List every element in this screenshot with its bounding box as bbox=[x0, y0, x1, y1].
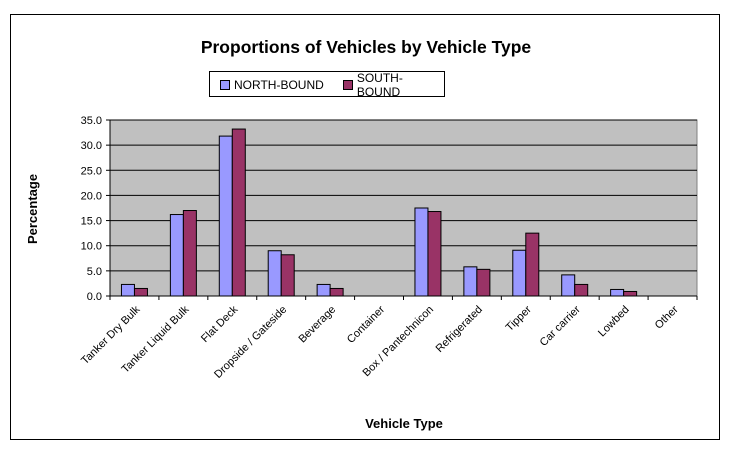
bar-south bbox=[427, 211, 442, 297]
x-tick-label: Flat Deck bbox=[199, 303, 241, 345]
bar-south bbox=[133, 287, 148, 297]
x-tick-label: Other bbox=[653, 303, 681, 331]
bar-south bbox=[280, 254, 295, 297]
bar-south bbox=[329, 287, 344, 297]
legend: NORTH-BOUND SOUTH-BOUND bbox=[209, 71, 445, 99]
bar-north bbox=[267, 250, 282, 297]
y-tick-label: 15.0 bbox=[81, 216, 102, 228]
legend-label-south: SOUTH-BOUND bbox=[356, 71, 403, 99]
bar-south bbox=[476, 268, 491, 297]
x-tick-label: Refrigerated bbox=[434, 304, 485, 355]
y-tick-label: 35.0 bbox=[81, 115, 102, 127]
y-tick-label: 0.0 bbox=[87, 291, 102, 303]
y-axis-title: Percentage bbox=[25, 174, 40, 244]
bar-north bbox=[463, 266, 478, 297]
y-tick-label: 5.0 bbox=[87, 266, 102, 278]
bar-south bbox=[231, 128, 246, 297]
bar-south bbox=[182, 210, 197, 297]
y-tick-label: 25.0 bbox=[81, 165, 102, 177]
bar-north bbox=[218, 135, 233, 297]
bar-north bbox=[561, 274, 576, 297]
y-tick-label: 10.0 bbox=[81, 241, 102, 253]
bar-north bbox=[610, 288, 625, 297]
bar-north bbox=[169, 214, 184, 297]
x-axis-title: Vehicle Type bbox=[365, 416, 443, 431]
x-tick-label: Container bbox=[345, 303, 387, 345]
x-tick-label: Beverage bbox=[296, 304, 338, 346]
plot-area bbox=[109, 119, 698, 297]
legend-item-north: NORTH-BOUND bbox=[220, 78, 324, 92]
bar-north bbox=[120, 283, 135, 297]
legend-label-north: NORTH-BOUND bbox=[234, 78, 324, 92]
legend-swatch-north bbox=[220, 80, 230, 90]
legend-item-south: SOUTH-BOUND bbox=[343, 71, 444, 99]
bar-north bbox=[414, 207, 429, 297]
x-tick-label: Lowbed bbox=[596, 304, 632, 340]
legend-swatch-south bbox=[343, 80, 353, 90]
bar-north bbox=[316, 283, 331, 297]
bar-south bbox=[525, 232, 540, 297]
x-tick-label: Tipper bbox=[504, 303, 534, 333]
bar-south bbox=[574, 283, 589, 297]
y-tick-label: 20.0 bbox=[81, 190, 102, 202]
y-tick-label: 30.0 bbox=[81, 140, 102, 152]
x-tick-label: Car carrier bbox=[538, 303, 583, 348]
chart-title: Proportions of Vehicles by Vehicle Type bbox=[200, 37, 532, 57]
bar-north bbox=[512, 249, 527, 297]
bar-south bbox=[623, 290, 638, 297]
